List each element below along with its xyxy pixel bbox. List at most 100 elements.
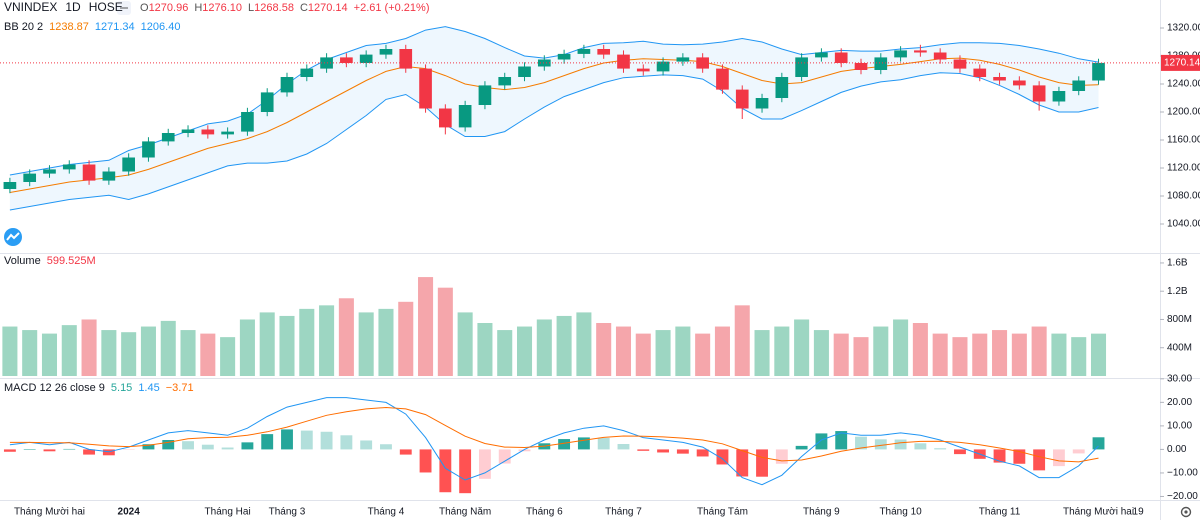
logo xyxy=(4,228,22,246)
volume-bar xyxy=(378,308,394,376)
candle-body xyxy=(735,89,749,109)
candle-body xyxy=(3,182,17,189)
macd-histogram-bar xyxy=(459,449,472,494)
macd-histogram-bar xyxy=(1092,437,1105,450)
candle-body xyxy=(1092,62,1105,81)
candle-body xyxy=(439,108,452,128)
volume-bar xyxy=(497,330,513,376)
candle-body xyxy=(181,129,195,133)
macd-histogram-bar xyxy=(993,449,1006,463)
signal-line xyxy=(9,406,1099,463)
macd-histogram-bar xyxy=(954,449,966,455)
volume-bar xyxy=(200,333,216,376)
x-tick-label: Tháng 4 xyxy=(368,507,405,518)
macd-title: MACD 12 26 close 9 xyxy=(4,382,105,394)
x-tick-label: 19 xyxy=(1133,507,1145,518)
macd-histogram-bar xyxy=(320,431,333,450)
macd-histogram-bar xyxy=(43,449,56,452)
volume-bar xyxy=(477,323,493,376)
x-tick-label: Tháng 3 xyxy=(269,507,306,518)
volume-bar xyxy=(398,301,414,376)
volume-bar xyxy=(1031,326,1047,376)
macd-histogram-bar xyxy=(102,449,115,456)
macd-histogram-bar xyxy=(360,440,373,450)
candle-body xyxy=(775,77,789,98)
macd-histogram-bar xyxy=(795,445,808,450)
macd-histogram-bar xyxy=(934,448,947,450)
macd-histogram-bar xyxy=(380,444,392,450)
macd-histogram-bar xyxy=(676,449,689,454)
y-tick-label: −10.00 xyxy=(1167,468,1198,479)
macd-histogram-bar xyxy=(182,441,194,450)
candle-body xyxy=(894,50,907,58)
volume-bar xyxy=(1071,337,1087,376)
candle-body xyxy=(320,57,333,69)
macd-histogram-bar xyxy=(498,449,511,464)
volume-bar xyxy=(536,319,552,376)
candle-body xyxy=(419,68,432,109)
candle-body xyxy=(1052,91,1066,102)
volume-bar xyxy=(160,320,176,376)
volume-bar xyxy=(932,333,948,376)
candle-body xyxy=(23,173,37,182)
candle-body xyxy=(241,112,254,132)
candle-body xyxy=(1013,80,1026,86)
candle-body xyxy=(161,133,175,142)
macd-histogram-bar xyxy=(577,437,590,450)
candle-body xyxy=(676,57,690,62)
volume-bar xyxy=(279,315,295,376)
candle-body xyxy=(478,85,492,105)
candle-body xyxy=(82,164,96,181)
volume-bar xyxy=(734,305,750,376)
ohlc-key: L xyxy=(248,2,254,14)
candle-body xyxy=(815,52,828,58)
candle-body xyxy=(1032,85,1046,102)
last-price-box xyxy=(1161,54,1200,71)
exchange: HOSE xyxy=(89,0,123,14)
y-tick-label: −20.00 xyxy=(1167,491,1198,502)
volume-bar xyxy=(239,319,255,376)
candle-body xyxy=(359,54,373,63)
candle-body xyxy=(102,171,116,181)
settings-button[interactable] xyxy=(1180,506,1192,518)
volume-bar xyxy=(695,333,711,376)
y-tick-label: 1160.00 xyxy=(1167,135,1200,146)
bb-lower xyxy=(9,72,1099,211)
legend-row: MACD 12 26 close 9 5.15 1.45 −3.71 xyxy=(4,382,194,394)
candle-body xyxy=(260,92,274,112)
candle-body xyxy=(518,66,531,77)
candle-body xyxy=(993,77,1006,81)
volume-bar xyxy=(675,326,691,376)
macd-histogram-bar xyxy=(558,439,571,450)
candle-body xyxy=(577,49,591,54)
candle-body xyxy=(953,59,967,69)
volume-bar xyxy=(437,287,453,376)
y-tick-label: 10.00 xyxy=(1167,421,1192,432)
candle-body xyxy=(498,77,512,86)
volume-bar xyxy=(22,330,38,376)
candle-body xyxy=(458,105,472,128)
macd-histogram-bar xyxy=(894,439,907,450)
volume-bar xyxy=(754,330,770,376)
macd-histogram-bar xyxy=(696,449,709,457)
candle-body xyxy=(973,68,987,77)
logo-mark xyxy=(6,232,20,241)
candle-body xyxy=(62,164,76,170)
indicator-value: 1271.34 xyxy=(95,21,135,33)
volume-bar xyxy=(615,326,632,376)
legend-row: Volume 599.525M xyxy=(4,255,96,267)
macd-histogram-bar xyxy=(756,449,768,477)
y-tick-label: 1200.00 xyxy=(1167,107,1200,118)
volume-bar xyxy=(457,312,473,376)
macd-histogram-bar xyxy=(340,435,353,450)
volume-bar xyxy=(813,330,829,376)
y-tick-label: 1320.00 xyxy=(1167,23,1200,34)
x-tick-label: Tháng Năm xyxy=(439,507,491,518)
candle-body xyxy=(340,57,353,63)
macd-histogram-bar xyxy=(281,429,293,450)
x-tick-label: Tháng Hai xyxy=(205,507,251,518)
macd-histogram-bar xyxy=(716,449,729,465)
gear-ring xyxy=(1180,506,1192,518)
volume-bar xyxy=(101,330,117,376)
volume-bar xyxy=(358,312,374,376)
